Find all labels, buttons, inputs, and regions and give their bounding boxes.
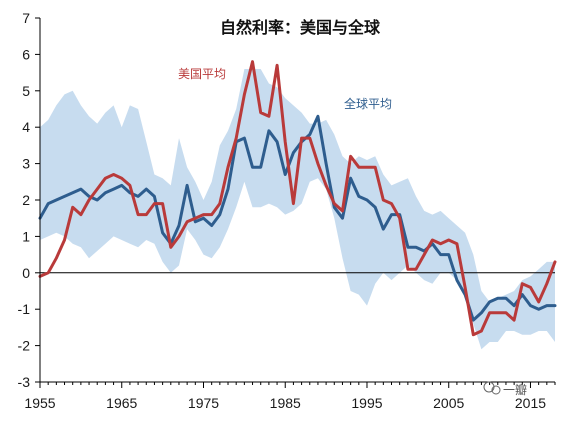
y-tick-label: 5 (22, 83, 30, 99)
band-layer (40, 69, 555, 350)
y-tick-label: 0 (22, 265, 30, 281)
watermark-text: 一瓣 (503, 383, 527, 397)
chart-title: 自然利率：美国与全球 (220, 18, 381, 37)
x-tick-label: 1995 (351, 395, 382, 411)
y-tick-label: -2 (18, 338, 31, 354)
series-label-us: 美国平均 (178, 67, 226, 81)
x-tick-label: 1965 (106, 395, 137, 411)
y-tick-label: 4 (22, 119, 30, 135)
x-tick-label: 2015 (515, 395, 546, 411)
watermark: 一瓣 (483, 381, 527, 397)
x-tick-label: 1955 (24, 395, 55, 411)
wechat-icon (483, 381, 495, 393)
y-tick-label: 3 (22, 156, 30, 172)
axes-layer: -3 -2 -1 0 1 2 3 4 5 6 7 1955 1965 1975 1985 1995 2005 20… (18, 10, 556, 411)
series-layer (38, 60, 557, 337)
y-tick-label: 7 (22, 10, 30, 26)
series-label-global: 全球平均 (344, 96, 392, 111)
y-tick-label: -3 (18, 374, 31, 390)
x-tick-label: 2005 (433, 395, 464, 411)
y-tick-label: 1 (22, 228, 30, 244)
series-line-us (38, 60, 557, 337)
y-tick-label: 2 (22, 192, 30, 208)
x-tick-label: 1975 (188, 395, 219, 411)
range-band (40, 69, 555, 350)
x-tick-label: 1985 (270, 395, 301, 411)
wechat-icon-small (491, 385, 501, 395)
y-tick-label: 6 (22, 46, 30, 62)
label-layer: 自然利率：美国与全球 美国平均 全球平均 (178, 18, 392, 111)
y-tick-label: -1 (18, 301, 31, 317)
